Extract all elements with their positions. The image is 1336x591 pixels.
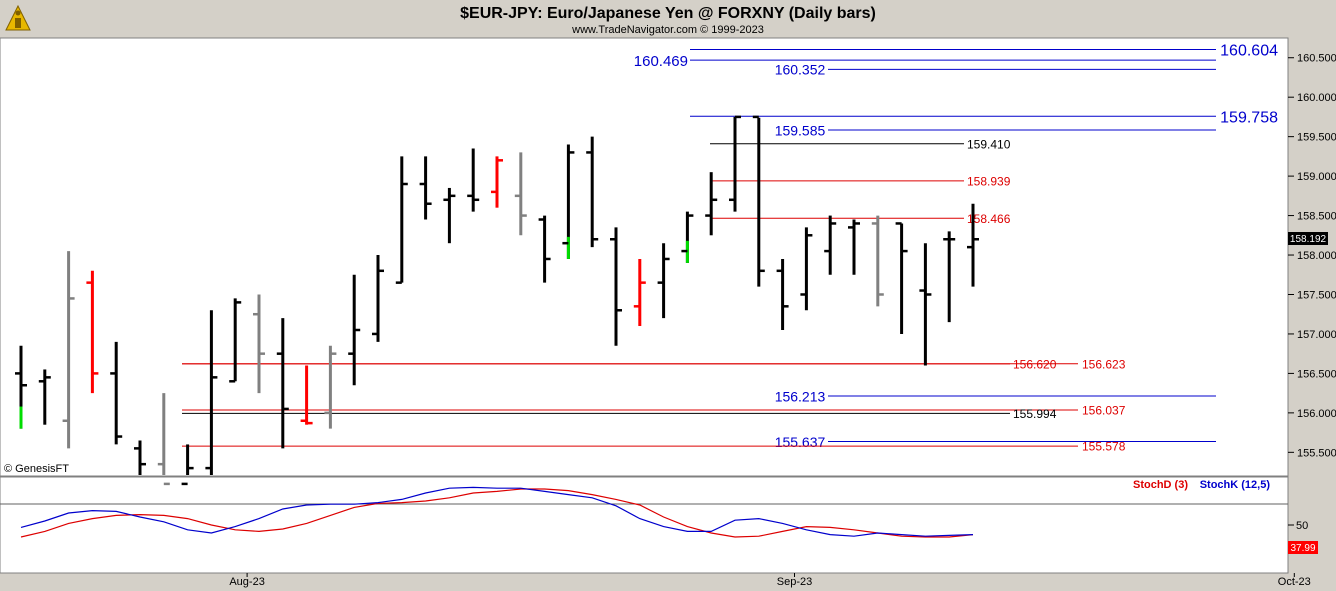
price-level-label: 159.585	[775, 122, 826, 138]
ohlc-bar	[300, 365, 313, 425]
ohlc-bar	[705, 172, 718, 236]
price-level-label: 156.620	[1013, 357, 1057, 371]
price-tick-label: 159.500	[1297, 132, 1336, 144]
price-tick-label: 158.000	[1297, 250, 1336, 262]
ohlc-bar	[752, 115, 765, 287]
ohlc-bars	[15, 115, 979, 486]
ohlc-bar	[62, 251, 75, 449]
legend-stochd: StochD (3)	[1133, 479, 1188, 491]
price-level-label: 158.466	[967, 212, 1011, 226]
stochd-line	[20, 488, 974, 538]
ohlc-bar	[967, 203, 979, 287]
price-level-label: 156.623	[1082, 357, 1126, 371]
ohlc-bar	[729, 115, 741, 212]
ohlc-bar	[348, 274, 361, 386]
price-level-label: 155.637	[775, 434, 826, 450]
ohlc-bar	[86, 270, 99, 394]
ohlc-bar	[514, 152, 527, 236]
price-level-label: 155.578	[1082, 440, 1126, 454]
legend-stochk: StochK (12,5)	[1200, 479, 1271, 491]
price-tick-label: 160.000	[1297, 92, 1336, 104]
date-tick-label: Sep-23	[777, 576, 812, 588]
copyright-line: www.TradeNavigator.com © 1999-2023	[571, 24, 764, 36]
ohlc-bar	[443, 187, 456, 244]
price-tick-label: 156.500	[1297, 368, 1336, 380]
price-level-label: 156.213	[775, 388, 826, 404]
ohlc-bar	[324, 345, 337, 429]
ohlc-bar	[800, 227, 813, 311]
price-level-label: 159.758	[1220, 109, 1278, 126]
trade-navigator-logo-icon	[5, 4, 31, 31]
ohlc-bar	[205, 310, 218, 475]
price-tick-label: 159.000	[1297, 171, 1336, 183]
ohlc-bar	[110, 341, 123, 445]
ohlc-bar	[134, 440, 146, 475]
date-tick-label: Aug-23	[229, 576, 264, 588]
ohlc-bar	[276, 318, 289, 449]
date-tick-label: Oct-23	[1278, 576, 1311, 588]
ohlc-bar	[586, 136, 599, 248]
ohlc-bar	[657, 243, 670, 319]
price-level-label: 160.604	[1220, 43, 1278, 60]
price-tick-label: 157.000	[1297, 329, 1336, 341]
ohlc-bar	[776, 258, 789, 330]
stoch-tick-label: 50	[1296, 520, 1308, 532]
ohlc-bar	[253, 294, 265, 394]
date-axis: Aug-23 Sep-23 Oct-23	[229, 573, 1311, 588]
price-tick-label: 160.500	[1297, 53, 1336, 65]
current-price-label: 158.192	[1290, 234, 1327, 245]
price-level-label: 160.469	[634, 53, 688, 70]
ohlc-bar	[848, 219, 860, 275]
ohlc-bar	[491, 156, 503, 208]
stochastic-lines: 50	[20, 486, 1308, 538]
current-price-badge	[1288, 232, 1328, 245]
ohlc-bar	[681, 211, 694, 263]
price-panel	[0, 37, 1289, 477]
ohlc-bar	[610, 227, 622, 346]
chart-title: $EUR-JPY: Euro/Japanese Yen @ FORXNY (Da…	[460, 5, 876, 22]
ohlc-bar	[38, 369, 51, 425]
price-tick-label: 156.000	[1297, 408, 1336, 420]
ohlc-bar	[562, 144, 575, 259]
price-level-label: 158.939	[967, 174, 1011, 188]
ohlc-bar	[395, 156, 408, 284]
ohlc-bar	[824, 215, 837, 275]
price-level-label: 155.994	[1013, 407, 1057, 421]
ohlc-bar	[229, 298, 242, 383]
ohlc-bar	[181, 444, 194, 486]
price-level-label: 156.037	[1082, 404, 1126, 418]
price-tick-label: 155.500	[1297, 447, 1336, 459]
ohlc-bar	[467, 148, 480, 212]
ohlc-bar	[538, 215, 551, 283]
ohlc-bar	[871, 215, 884, 307]
genesisft-watermark: © GenesisFT	[4, 463, 69, 475]
price-tick-label: 158.500	[1297, 211, 1336, 223]
price-axis: 160.500 160.000 159.500 159.000 158.500 158.0…	[1288, 53, 1336, 459]
ohlc-bar	[372, 255, 384, 342]
ohlc-bar	[419, 156, 432, 220]
price-level-label: 159.410	[967, 137, 1011, 151]
ohlc-bar	[943, 231, 956, 323]
ohlc-bar	[895, 222, 908, 334]
price-tick-label: 157.500	[1297, 289, 1336, 301]
ohlc-bar	[15, 345, 27, 429]
ohlc-bar	[919, 243, 932, 366]
ohlc-bar	[633, 258, 646, 327]
stochastic-panel	[0, 476, 1289, 574]
stoch-value-label: 37.99	[1290, 543, 1315, 554]
price-level-label: 160.352	[775, 62, 826, 78]
ohlc-bar	[157, 393, 170, 486]
stochk-line	[20, 486, 974, 537]
stoch-value-badge	[1288, 541, 1318, 554]
